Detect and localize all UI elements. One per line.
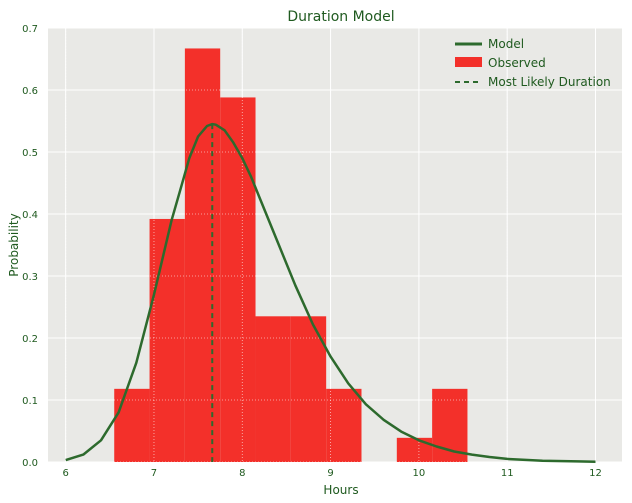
observed-bar bbox=[184, 48, 221, 463]
legend-most-likely-label: Most Likely Duration bbox=[488, 75, 611, 89]
observed-bar bbox=[149, 218, 185, 462]
y-tick-label: 0.2 bbox=[22, 334, 38, 345]
chart-title: Duration Model bbox=[287, 9, 394, 25]
observed-bar bbox=[290, 316, 327, 462]
observed-bar bbox=[220, 97, 256, 462]
legend-observed-label: Observed bbox=[488, 56, 546, 70]
observed-bars bbox=[114, 48, 468, 463]
x-tick-label: 6 bbox=[62, 468, 68, 479]
grid-overlay bbox=[48, 27, 622, 463]
y-tick-label: 0.4 bbox=[22, 210, 38, 221]
x-tick-label: 12 bbox=[589, 468, 602, 479]
observed-bar bbox=[114, 388, 150, 462]
x-tick-label: 11 bbox=[501, 468, 514, 479]
legend-observed-swatch bbox=[455, 57, 482, 67]
y-tick-label: 0.5 bbox=[22, 148, 38, 159]
model-line-group bbox=[65, 122, 596, 463]
x-tick-label: 7 bbox=[151, 468, 157, 479]
x-tick-label: 9 bbox=[327, 468, 333, 479]
y-tick-label: 0.6 bbox=[22, 86, 38, 97]
x-tick-label: 10 bbox=[413, 468, 426, 479]
x-tick-labels: 6 7 8 9 10 11 12 bbox=[62, 468, 601, 479]
y-tick-label: 0.0 bbox=[22, 458, 38, 469]
observed-bar bbox=[326, 388, 362, 462]
y-tick-label: 0.7 bbox=[22, 24, 38, 35]
legend: Model Observed Most Likely Duration bbox=[455, 37, 611, 89]
observed-bar bbox=[255, 316, 291, 462]
y-axis-title: Probability bbox=[7, 213, 21, 276]
model-curve bbox=[65, 122, 596, 463]
x-axis-title: Hours bbox=[323, 483, 358, 497]
legend-model-label: Model bbox=[488, 37, 524, 51]
y-tick-labels: 0.0 0.1 0.2 0.3 0.4 0.5 0.6 0.7 bbox=[22, 24, 38, 469]
observed-bar bbox=[396, 437, 433, 462]
y-tick-label: 0.1 bbox=[22, 396, 38, 407]
x-tick-label: 8 bbox=[239, 468, 245, 479]
y-tick-label: 0.3 bbox=[22, 272, 38, 283]
